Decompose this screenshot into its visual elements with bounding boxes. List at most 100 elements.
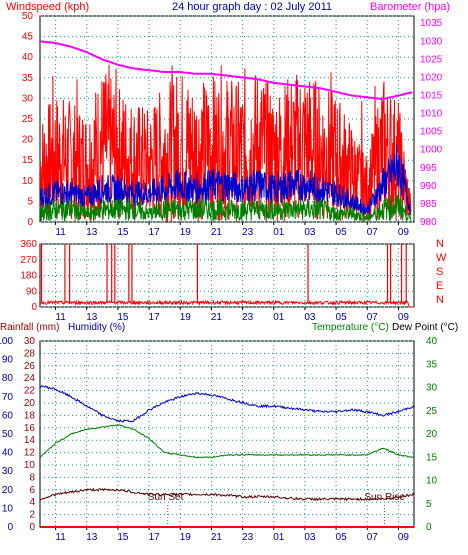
temperature-axis-label: Temperature (°C) xyxy=(312,322,389,333)
windspeed-tick-label: 15 xyxy=(22,155,34,166)
direction-xtick-label: 17 xyxy=(149,312,161,323)
direction-xtick-label: 03 xyxy=(304,312,316,323)
barometer-series xyxy=(39,40,413,101)
humidity-tick-label: 70 xyxy=(2,392,14,403)
temperature-xtick-label: 07 xyxy=(367,532,379,543)
direction-xtick-label: 01 xyxy=(273,312,285,323)
temperature-xtick-label: 09 xyxy=(398,532,410,543)
wind-xtick-label: 19 xyxy=(180,227,192,238)
rainfall-tick-label: 12 xyxy=(24,448,36,459)
rainfall-tick-label: 8 xyxy=(29,472,35,483)
direction-xtick-label: 11 xyxy=(55,312,66,323)
direction-xtick-label: 15 xyxy=(117,312,129,323)
direction-xtick-label: 21 xyxy=(211,312,223,323)
temperature-tick-label: 25 xyxy=(426,406,438,417)
windspeed-tick-label: 35 xyxy=(22,73,34,84)
wind-xtick-label: 03 xyxy=(304,227,316,238)
sunset-label: Sun Set xyxy=(148,492,184,503)
barometer-tick-label: 1000 xyxy=(420,145,443,156)
dewpoint-axis-label: Dew Point (°C) xyxy=(392,322,458,333)
direction-xtick-label: 05 xyxy=(336,312,348,323)
humidity-tick-label: 90 xyxy=(2,355,14,366)
barometer-tick-label: 1020 xyxy=(420,72,443,83)
rainfall-tick-label: 0 xyxy=(29,522,35,533)
temperature-xtick-label: 05 xyxy=(336,532,348,543)
humidity-tick-label: 30 xyxy=(2,466,14,477)
wind-xtick-label: 13 xyxy=(86,227,98,238)
humidity-series xyxy=(39,384,415,423)
temperature-tick-label: 10 xyxy=(426,476,438,487)
barometer-tick-label: 980 xyxy=(420,217,437,228)
wind-xtick-label: 17 xyxy=(149,227,161,238)
sunrise-label: Sun Rise xyxy=(364,492,405,503)
direction-tick-label: 180 xyxy=(20,271,37,282)
temperature-xtick-label: 11 xyxy=(55,532,66,543)
rainfall-tick-label: 26 xyxy=(24,361,36,372)
compass-letter: N xyxy=(436,238,444,250)
windspeed-tick-label: 25 xyxy=(22,114,34,125)
windspeed-tick-label: 5 xyxy=(27,196,33,207)
rainfall-tick-label: 28 xyxy=(24,348,36,359)
humidity-tick-label: 80 xyxy=(2,373,14,384)
temperature-xtick-label: 17 xyxy=(149,532,161,543)
temperature-xtick-label: 23 xyxy=(242,532,254,543)
humidity-tick-label: 10 xyxy=(2,503,14,514)
humidity-tick-label: 100 xyxy=(0,336,13,347)
barometer-tick-label: 985 xyxy=(420,199,437,210)
temperature-xtick-label: 13 xyxy=(86,532,98,543)
temperature-series xyxy=(39,423,415,459)
temperature-panel: 0102030405060708090100024681012141618202… xyxy=(0,336,438,543)
barometer-tick-label: 1015 xyxy=(420,91,443,102)
direction-xtick-label: 23 xyxy=(242,312,254,323)
windspeed-tick-label: 10 xyxy=(22,176,34,187)
humidity-tick-label: 50 xyxy=(2,429,14,440)
windspeed-tick-label: 20 xyxy=(22,135,34,146)
rainfall-tick-label: 16 xyxy=(24,423,36,434)
direction-xtick-label: 09 xyxy=(398,312,410,323)
temperature-xtick-label: 21 xyxy=(211,532,223,543)
direction-tick-label: 270 xyxy=(20,255,37,266)
temperature-xtick-label: 19 xyxy=(180,532,192,543)
barometer-axis-label: Barometer (hpa) xyxy=(370,1,450,13)
wind-xtick-label: 09 xyxy=(398,227,410,238)
temperature-xtick-label: 03 xyxy=(304,532,316,543)
windspeed-tick-label: 0 xyxy=(27,217,33,228)
windspeed-axis-label: Windspeed (kph) xyxy=(6,1,89,13)
dewpoint-series xyxy=(39,487,415,502)
wind-xtick-label: 21 xyxy=(211,227,223,238)
humidity-tick-label: 0 xyxy=(7,522,13,533)
temperature-xtick-label: 15 xyxy=(117,532,129,543)
wind-xtick-label: 23 xyxy=(242,227,254,238)
direction-xtick-label: 19 xyxy=(180,312,192,323)
rainfall-tick-label: 4 xyxy=(29,497,35,508)
temperature-tick-label: 15 xyxy=(426,452,438,463)
compass-letter: E xyxy=(436,280,443,292)
rainfall-tick-label: 30 xyxy=(24,336,36,347)
rainfall-tick-label: 10 xyxy=(24,460,36,471)
windspeed-tick-label: 30 xyxy=(22,93,34,104)
direction-tick-label: 360 xyxy=(20,239,37,250)
barometer-tick-label: 1030 xyxy=(420,36,443,47)
rainfall-tick-label: 24 xyxy=(24,373,36,384)
compass-letter: S xyxy=(436,266,443,278)
wind-xtick-label: 07 xyxy=(367,227,379,238)
temperature-tick-label: 30 xyxy=(426,383,438,394)
wind-low-series xyxy=(39,191,412,223)
barometer-tick-label: 1010 xyxy=(420,109,443,120)
rainfall-tick-label: 20 xyxy=(24,398,36,409)
rainfall-tick-label: 2 xyxy=(29,510,35,521)
compass-letter: W xyxy=(436,252,447,264)
humidity-tick-label: 20 xyxy=(2,485,14,496)
rainfall-tick-label: 6 xyxy=(29,485,35,496)
wind-xtick-label: 11 xyxy=(55,227,66,238)
windspeed-tick-label: 50 xyxy=(22,11,34,22)
rainfall-axis-label: Rainfall (mm) xyxy=(0,322,59,333)
direction-tick-label: 0 xyxy=(31,302,37,313)
temperature-tick-label: 40 xyxy=(426,336,438,347)
windspeed-tick-label: 40 xyxy=(22,52,34,63)
windspeed-avg-series xyxy=(39,144,412,216)
humidity-tick-label: 60 xyxy=(2,410,14,421)
temperature-xtick-label: 01 xyxy=(273,532,285,543)
rainfall-tick-label: 22 xyxy=(24,386,36,397)
